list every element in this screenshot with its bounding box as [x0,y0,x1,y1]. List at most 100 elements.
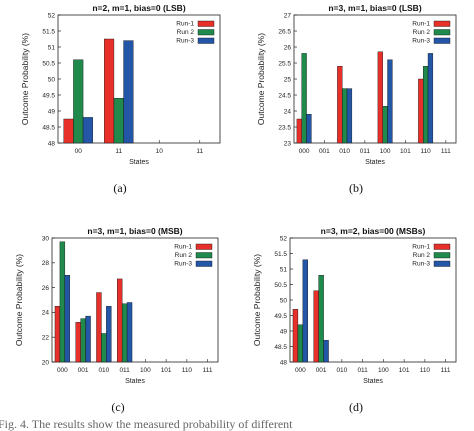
bar-run-2 [113,97,124,144]
legend-swatch [197,29,215,36]
bar-run-2 [301,53,307,144]
bar-run-3 [387,59,393,144]
y-tick-label: 24 [284,108,292,115]
y-tick-label: 26 [284,44,292,51]
bar-run-1 [337,65,343,144]
bar-run-1 [117,278,123,363]
y-tick-label: 30 [42,235,50,242]
x-tick-label: 111 [441,148,451,155]
bar-run-1 [377,51,383,144]
x-tick-label: 000 [295,367,306,374]
bar-run-3 [126,302,133,363]
legend-label: Run 2 [413,29,431,36]
x-tick-label: 000 [299,148,310,155]
legend-swatch [433,243,451,250]
bar-run-3 [346,88,353,144]
bar-run-1 [104,38,115,144]
y-tick-label: 52 [48,12,56,19]
bar-run-3 [306,113,312,144]
legend-swatch [433,252,451,259]
legend-swatch [433,29,451,36]
bar-run-3 [427,53,434,144]
x-axis-label: States [363,378,383,385]
y-tick-label: 25 [284,76,292,83]
bar-run-1 [313,290,319,363]
legend-swatch [197,20,215,27]
x-tick-label: 100 [380,148,391,155]
y-tick-label: 50 [48,76,56,83]
bar-run-3 [82,117,93,144]
legend-swatch [195,243,213,250]
y-tick-label: 28 [42,260,50,267]
panel-caption: (b) [349,181,363,195]
y-tick-label: 25.5 [278,60,291,67]
bar-run-1 [296,118,302,144]
x-tick-label: 010 [339,148,350,155]
y-tick-label: 49.5 [42,92,55,99]
x-tick-label: 010 [98,367,109,374]
x-tick-label: 001 [316,367,327,374]
x-tick-label: 110 [420,148,431,155]
x-tick-label: 001 [78,367,89,374]
legend-swatch [433,20,451,27]
x-tick-label: 011 [357,367,368,374]
y-tick-label: 23.5 [278,124,291,131]
y-tick-label: 49 [48,108,56,115]
y-tick-label: 22 [42,335,50,342]
x-axis-label: States [129,159,149,166]
panel-caption: (a) [113,181,126,195]
x-tick-label: 011 [360,148,371,155]
y-tick-label: 51.5 [274,251,287,258]
legend-swatch [195,252,213,259]
legend-label: Run-1 [412,244,430,251]
y-tick-label: 50.5 [274,282,287,289]
y-tick-label: 49.5 [274,313,287,320]
legend-label: Run-3 [412,261,430,268]
y-tick-label: 51.5 [42,28,55,35]
x-tick-label: 011 [119,367,130,374]
panel-caption: (d) [349,400,363,414]
bar-run-3 [64,275,70,363]
chart-panel-4: n=3, m=2, bias=00 (MSBs) 48 48.5 49 49.5 50 50… [252,226,457,414]
legend-swatch [195,260,213,267]
bar-run-3 [123,40,134,144]
figure-caption-fragment: Fig. 4. The results show the measured pr… [0,417,293,431]
x-tick-label: 001 [319,148,330,155]
y-tick-label: 51 [48,44,56,51]
bar-run-2 [423,65,429,144]
y-tick-label: 50.5 [42,60,55,67]
x-tick-label: 010 [336,367,347,374]
chart-panel-2: n=3, m=1, bias=0 (LSB) 23 23.5 24 24.5 25 25.5… [256,3,457,195]
bar-run-2 [342,88,348,144]
y-tick-label: 48 [280,359,288,366]
x-tick-label: 110 [182,367,193,374]
chart-title: n=3, m=1, bias=0 (LSB) [328,3,421,13]
chart-title: n=3, m=1, bias=0 (MSB) [87,226,182,236]
bar-run-2 [101,333,107,363]
legend-label: Run 2 [177,29,195,36]
x-tick-label: 00 [75,148,83,155]
x-tick-label: 101 [161,367,172,374]
y-tick-label: 50 [280,297,288,304]
x-tick-label: 111 [441,367,451,374]
y-tick-label: 48.5 [274,344,287,351]
x-tick-label: 101 [400,148,411,155]
y-tick-label: 52 [280,235,288,242]
panel-caption: (c) [111,400,124,414]
x-tick-label: 100 [378,367,389,374]
legend-label: Run-1 [176,21,194,28]
plot-frame [51,237,219,363]
x-tick-label: 110 [420,367,431,374]
y-tick-label: 27 [284,12,292,19]
bar-run-2 [59,241,66,363]
x-tick-label: 111 [203,367,213,374]
bar-run-3 [106,306,112,363]
legend-label: Run-3 [176,38,194,45]
legend-swatch [197,37,215,44]
legend-label: Run-3 [174,261,192,268]
